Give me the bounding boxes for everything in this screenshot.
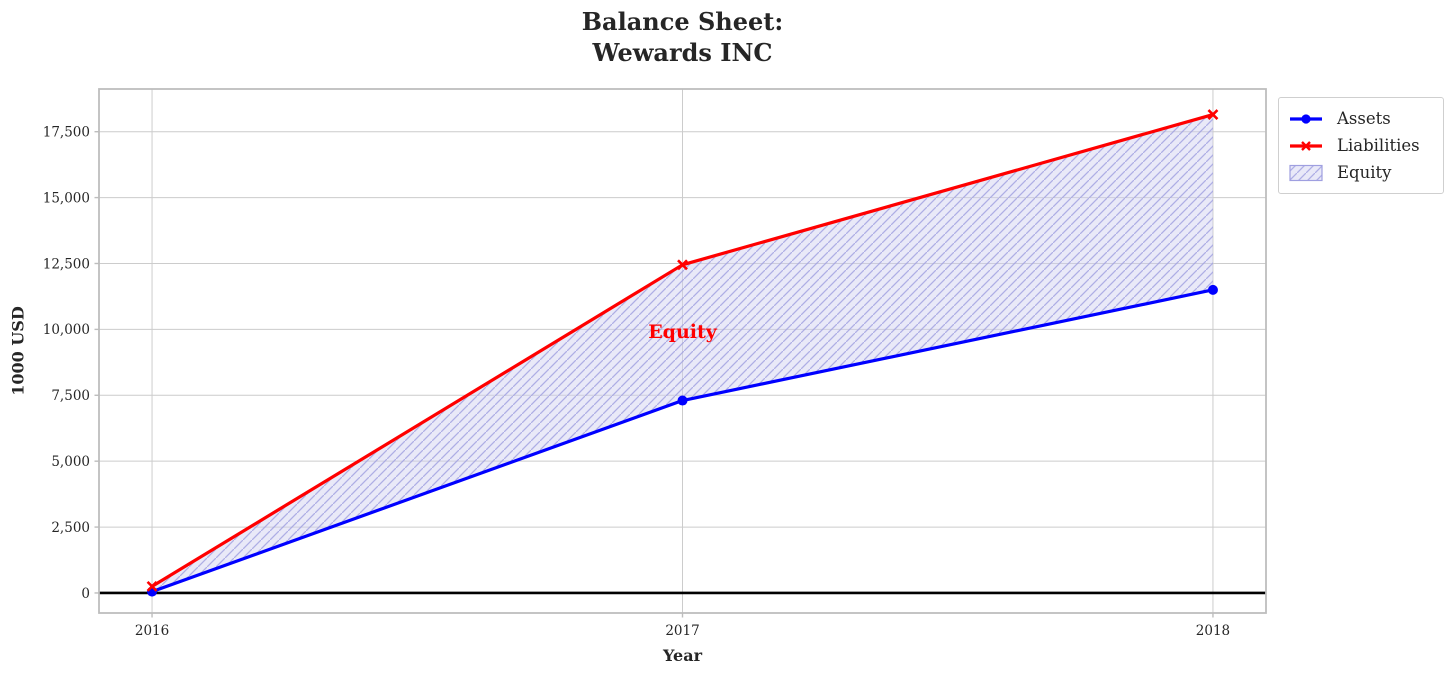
x-tick-label: 2018 — [1196, 623, 1230, 639]
y-tick-label: 12,500 — [43, 256, 90, 272]
x-axis-label: Year — [662, 646, 702, 665]
legend: Assets Liabilities Equity — [1278, 97, 1444, 194]
y-tick-label: 0 — [81, 586, 90, 602]
assets-marker — [1207, 284, 1218, 295]
y-tick-label: 10,000 — [43, 322, 90, 338]
liabilities-marker — [1207, 109, 1219, 120]
liabilities-marker — [677, 259, 688, 271]
y-tick-label: 5,000 — [51, 454, 90, 470]
y-tick-label: 2,500 — [51, 520, 90, 536]
legend-label-assets: Assets — [1337, 109, 1391, 128]
chart-title-line2: Wewards INC — [592, 38, 773, 67]
y-tick-label: 7,500 — [51, 388, 90, 404]
chart-title-line1: Balance Sheet: — [581, 7, 784, 36]
assets-marker — [677, 395, 688, 406]
legend-label-equity: Equity — [1337, 163, 1392, 182]
liabilities-marker — [146, 580, 158, 592]
equity-fill-area — [152, 114, 1213, 592]
assets-line-icon — [1290, 113, 1322, 124]
x-tick-label: 2017 — [665, 623, 699, 639]
legend-item-liabilities: Liabilities — [1288, 132, 1433, 159]
chart-title: Balance Sheet: Wewards INC — [99, 6, 1266, 68]
y-tick-label: 17,500 — [43, 125, 90, 141]
liabilities-line-icon — [1290, 140, 1322, 151]
y-tick-label: 15,000 — [43, 190, 90, 206]
y-axis-label: 1000 USD — [8, 306, 28, 396]
equity-annotation: Equity — [648, 321, 717, 344]
legend-item-assets: Assets — [1288, 105, 1433, 132]
legend-label-liabilities: Liabilities — [1337, 136, 1420, 155]
legend-item-equity: Equity — [1288, 159, 1433, 186]
x-tick-label: 2016 — [135, 623, 169, 639]
equity-swatch-icon — [1289, 164, 1323, 181]
